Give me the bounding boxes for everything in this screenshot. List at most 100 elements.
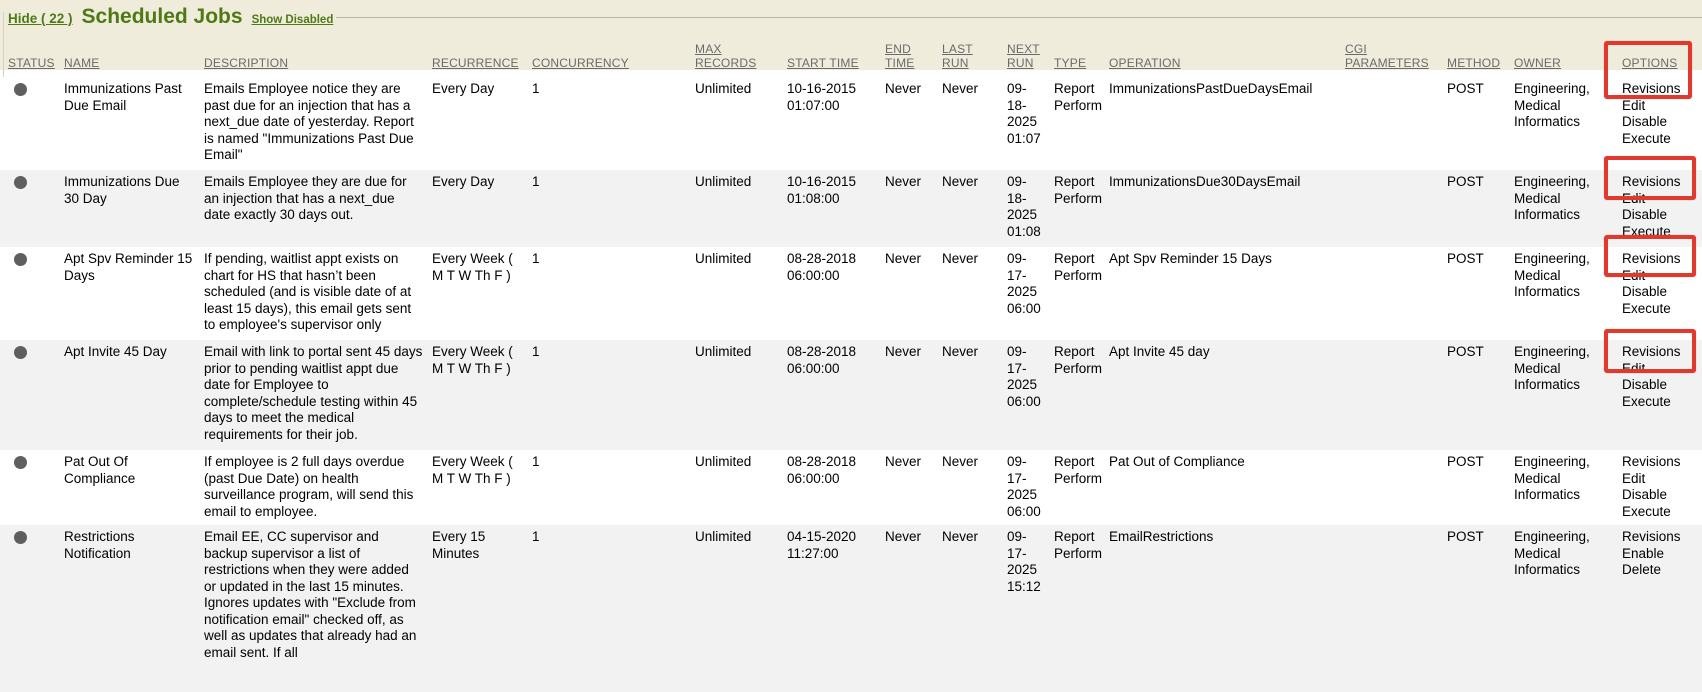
cell-recurrence: Every Week ( M T W Th F ) (432, 454, 513, 486)
option-edit-link[interactable]: Edit (1622, 267, 1646, 283)
option-edit-link[interactable]: Edit (1622, 470, 1646, 486)
cell-name: Apt Spv Reminder 15 Days (64, 251, 193, 283)
cell-cgi-parameters (1345, 525, 1440, 692)
status-dot-icon (14, 531, 27, 544)
col-header-max-records[interactable]: MAX RECORDS (695, 42, 757, 70)
option-execute-link[interactable]: Execute (1622, 503, 1671, 519)
cell-last-run: Never (942, 251, 979, 266)
cell-options: Revisions Edit Disable Execute (1618, 340, 1702, 450)
cell-owner: Engineering, Medical Informatics (1514, 251, 1590, 299)
option-execute-link[interactable]: Execute (1622, 393, 1671, 409)
cell-cgi-parameters (1345, 450, 1440, 525)
cell-end-time: Never (885, 174, 922, 189)
col-header-concurrency[interactable]: CONCURRENCY (532, 56, 629, 70)
cell-owner: Engineering, Medical Informatics (1514, 81, 1590, 129)
cell-recurrence: Every Week ( M T W Th F ) (432, 251, 513, 283)
cell-end-time: Never (885, 81, 922, 96)
cell-operation: Pat Out of Compliance (1109, 454, 1245, 469)
col-header-operation[interactable]: OPERATION (1109, 56, 1181, 70)
option-edit-link[interactable]: Edit (1622, 190, 1646, 206)
option-disable-link[interactable]: Disable (1622, 114, 1668, 129)
col-header-owner[interactable]: OWNER (1514, 56, 1561, 70)
cell-description: Emails Employee notice they are past due… (204, 81, 414, 162)
option-edit-link[interactable]: Edit (1622, 360, 1646, 376)
page-title: Scheduled Jobs (81, 5, 243, 28)
option-execute-link[interactable]: Execute (1622, 300, 1671, 316)
cell-method: POST (1447, 174, 1484, 189)
status-dot-icon (14, 456, 27, 469)
status-dot-icon (14, 176, 27, 189)
cell-name: Apt Invite 45 Day (64, 344, 167, 359)
col-header-start-time[interactable]: START TIME (787, 56, 859, 70)
option-revisions-link[interactable]: Revisions (1622, 251, 1681, 266)
cell-description: If employee is 2 full days overdue (past… (204, 454, 414, 519)
option-edit-link[interactable]: Edit (1622, 97, 1646, 113)
cell-max-records: Unlimited (695, 529, 752, 544)
option-revisions-link[interactable]: Revisions (1622, 454, 1681, 469)
option-disable-link[interactable]: Disable (1622, 284, 1668, 299)
option-revisions-link[interactable]: Revisions (1622, 81, 1681, 96)
cell-last-run: Never (942, 344, 979, 359)
col-header-name[interactable]: NAME (64, 56, 100, 70)
cell-recurrence: Every Day (432, 81, 495, 96)
option-disable-link[interactable]: Disable (1622, 207, 1668, 222)
cell-concurrency: 1 (532, 529, 540, 544)
col-header-type[interactable]: TYPE (1054, 56, 1087, 70)
option-disable-link[interactable]: Disable (1622, 377, 1668, 392)
cell-options: Revisions Edit Disable Execute (1618, 247, 1702, 340)
option-execute-link[interactable]: Execute (1622, 223, 1671, 239)
col-header-recurrence[interactable]: RECURRENCE (432, 56, 519, 70)
status-dot-icon (14, 346, 27, 359)
cell-start-time: 08-28-2018 06:00:00 (787, 454, 857, 486)
option-revisions-link[interactable]: Revisions (1622, 344, 1681, 359)
cell-concurrency: 1 (532, 454, 540, 469)
cell-owner: Engineering, Medical Informatics (1514, 344, 1590, 392)
col-header-last-run[interactable]: LAST RUN (942, 42, 973, 70)
col-header-status[interactable]: STATUS (8, 56, 55, 70)
hide-jobs-link[interactable]: Hide ( 22 ) (8, 11, 73, 26)
cell-type: Report Perform (1054, 81, 1103, 113)
cell-max-records: Unlimited (695, 81, 752, 96)
option-revisions-link[interactable]: Revisions (1622, 174, 1681, 189)
cell-next-run: 09-17-2025 15:12 (1007, 529, 1041, 594)
job-row: Pat Out Of Compliance If employee is 2 fu… (0, 450, 1702, 525)
col-header-options[interactable]: OPTIONS (1622, 56, 1678, 70)
option-execute-link[interactable]: Execute (1622, 130, 1671, 146)
option-delete-link[interactable]: Delete (1622, 562, 1662, 577)
cell-next-run: 09-17-2025 06:00 (1007, 344, 1041, 409)
show-disabled-link[interactable]: Show Disabled (251, 14, 334, 26)
col-header-description[interactable]: DESCRIPTION (204, 56, 289, 70)
col-header-method[interactable]: METHOD (1447, 56, 1501, 70)
cell-cgi-parameters (1345, 247, 1440, 340)
fieldset-top-border (336, 17, 1702, 18)
option-disable-link[interactable]: Disable (1622, 487, 1668, 502)
cell-options: Revisions Enable Delete (1618, 525, 1702, 692)
cell-status (0, 247, 56, 340)
cell-max-records: Unlimited (695, 251, 752, 266)
cell-description: Emails Employee they are due for an inje… (204, 174, 407, 222)
col-header-next-run[interactable]: NEXT RUN (1007, 42, 1040, 70)
cell-start-time: 10-16-2015 01:08:00 (787, 174, 857, 206)
col-header-end-time[interactable]: END TIME (885, 42, 915, 70)
cell-description: Email with link to portal sent 45 days p… (204, 344, 423, 442)
option-enable-link[interactable]: Enable (1622, 545, 1665, 561)
page-header: Hide ( 22 ) Scheduled Jobs Show Disabled (8, 5, 333, 29)
cell-max-records: Unlimited (695, 174, 752, 189)
cell-status (0, 450, 56, 525)
cell-method: POST (1447, 251, 1484, 266)
col-header-cgi-parameters[interactable]: CGI PARAMETERS (1345, 42, 1429, 70)
option-revisions-link[interactable]: Revisions (1622, 529, 1681, 544)
cell-method: POST (1447, 344, 1484, 359)
cell-max-records: Unlimited (695, 454, 752, 469)
cell-options: Revisions Edit Disable Execute (1618, 77, 1702, 170)
cell-method: POST (1447, 529, 1484, 544)
cell-recurrence: Every Week ( M T W Th F ) (432, 344, 513, 376)
cell-last-run: Never (942, 454, 979, 469)
cell-cgi-parameters (1345, 170, 1440, 247)
cell-start-time: 10-16-2015 01:07:00 (787, 81, 857, 113)
cell-concurrency: 1 (532, 251, 540, 266)
cell-operation: EmailRestrictions (1109, 529, 1214, 544)
cell-name: Immunizations Past Due Email (64, 81, 182, 113)
